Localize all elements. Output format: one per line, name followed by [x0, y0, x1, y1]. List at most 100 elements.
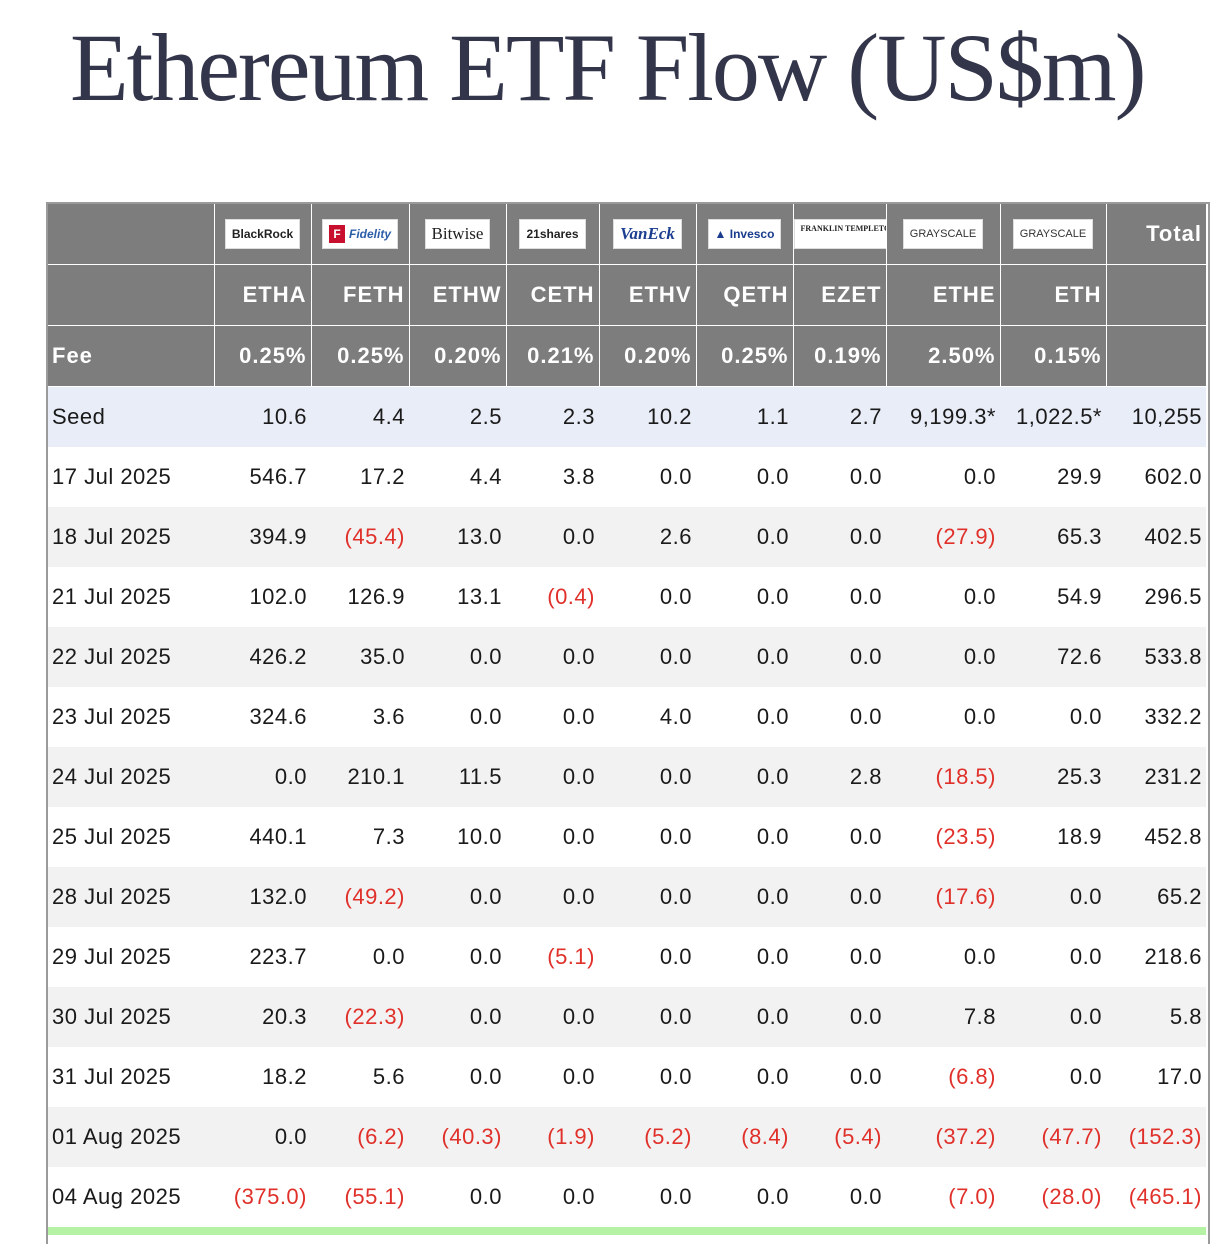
ticker-header: ETHW [408, 264, 506, 326]
flow-cell: (45.4) [311, 507, 409, 567]
flow-cell: 65.3 [1000, 507, 1106, 567]
flow-cell: 0.0 [886, 567, 1000, 627]
flow-cell: 0.0 [506, 987, 599, 1047]
flow-cell: 0.0 [1000, 1047, 1106, 1107]
flow-cell: 102.0 [214, 567, 311, 627]
etf-flow-table-container: BlackRock F Fidelity Bitwise 21shares Van… [46, 202, 1210, 1244]
flow-cell: 0.0 [696, 1047, 793, 1107]
flow-cell: 54.9 [1000, 567, 1106, 627]
total-cell: 5.8 [1106, 987, 1206, 1047]
total-cell: (152.3) [1106, 1107, 1206, 1167]
table-row: 25 Jul 2025 440.1 7.3 10.0 0.0 0.0 0.0 0.0 (23.5… [48, 807, 1206, 867]
flow-cell: 5.6 [311, 1047, 409, 1107]
flow-cell: 0.0 [506, 687, 599, 747]
total-row-edge [48, 1227, 1206, 1235]
flow-cell: 2.5 [409, 386, 506, 447]
flow-cell: 0.0 [696, 507, 793, 567]
flow-cell: 0.0 [1000, 687, 1106, 747]
flow-cell: (55.1) [311, 1167, 409, 1227]
flow-cell: 0.0 [599, 627, 696, 687]
flow-cell: 0.0 [506, 867, 599, 927]
total-cell: 65.2 [1106, 867, 1206, 927]
flow-cell: 0.0 [696, 447, 793, 507]
flow-cell: 394.9 [214, 507, 311, 567]
flow-cell: 0.0 [1000, 867, 1106, 927]
table-row: 01 Aug 2025 0.0 (6.2) (40.3) (1.9) (5.2) (8.4)… [48, 1107, 1206, 1167]
total-cell: 332.2 [1106, 687, 1206, 747]
vaneck-logo: VanEck [613, 219, 682, 249]
flow-cell: (7.0) [886, 1167, 1000, 1227]
flow-cell: 0.0 [506, 807, 599, 867]
flow-cell: 7.3 [311, 807, 409, 867]
table-row: 29 Jul 2025 223.7 0.0 0.0 (5.1) 0.0 0.0 0.0 0.0 0… [48, 927, 1206, 987]
ticker-header: FETH [310, 264, 409, 326]
fee-value: 0.20% [408, 325, 506, 387]
total-cell: 10,255 [1106, 386, 1206, 447]
flow-cell: 9,199.3* [886, 386, 1000, 447]
flow-cell: 0.0 [886, 447, 1000, 507]
ticker-header: ETH [999, 264, 1106, 326]
date-cell: 30 Jul 2025 [48, 987, 214, 1047]
total-cell: 218.6 [1106, 927, 1206, 987]
flow-cell: (47.7) [1000, 1107, 1106, 1167]
ticker-header: QETH [695, 264, 793, 326]
table-row: 31 Jul 2025 18.2 5.6 0.0 0.0 0.0 0.0 0.0 (6.8) 0.… [48, 1047, 1206, 1107]
flow-cell: 126.9 [311, 567, 409, 627]
table-row: 28 Jul 2025 132.0 (49.2) 0.0 0.0 0.0 0.0 0.0 (17… [48, 867, 1206, 927]
flow-cell: (5.1) [506, 927, 599, 987]
flow-cell: 0.0 [506, 627, 599, 687]
flow-cell: 324.6 [214, 687, 311, 747]
ticker-header: EZET [792, 264, 886, 326]
flow-cell: 0.0 [599, 987, 696, 1047]
date-cell: 04 Aug 2025 [48, 1167, 214, 1227]
fee-value: 0.25% [310, 325, 409, 387]
total-cell: 402.5 [1106, 507, 1206, 567]
flow-cell: 0.0 [886, 687, 1000, 747]
date-cell: 17 Jul 2025 [48, 447, 214, 507]
flow-cell: 0.0 [886, 627, 1000, 687]
flow-cell: 0.0 [599, 807, 696, 867]
flow-cell: 0.0 [793, 1047, 886, 1107]
flow-cell: (375.0) [214, 1167, 311, 1227]
date-cell: 29 Jul 2025 [48, 927, 214, 987]
flow-cell: (5.4) [793, 1107, 886, 1167]
bitwise-logo: Bitwise [424, 219, 491, 249]
flow-cell: 20.3 [214, 987, 311, 1047]
flow-cell: 0.0 [599, 1167, 696, 1227]
flow-cell: 0.0 [409, 927, 506, 987]
flow-cell: 0.0 [409, 987, 506, 1047]
flow-cell: 0.0 [1000, 987, 1106, 1047]
flow-cell: 1,022.5* [1000, 386, 1106, 447]
flow-cell: (37.2) [886, 1107, 1000, 1167]
flow-cell: 0.0 [599, 747, 696, 807]
flow-cell: (28.0) [1000, 1167, 1106, 1227]
flow-cell: 546.7 [214, 447, 311, 507]
flow-cell: 0.0 [696, 747, 793, 807]
flow-cell: 10.2 [599, 386, 696, 447]
fee-value: 2.50% [885, 325, 1000, 387]
date-cell: 23 Jul 2025 [48, 687, 214, 747]
flow-cell: (5.2) [599, 1107, 696, 1167]
21shares-logo: 21shares [519, 219, 586, 249]
date-cell: 25 Jul 2025 [48, 807, 214, 867]
table-row: 23 Jul 2025 324.6 3.6 0.0 0.0 4.0 0.0 0.0 0.0 0.0… [48, 687, 1206, 747]
date-cell: 18 Jul 2025 [48, 507, 214, 567]
flow-cell: (23.5) [886, 807, 1000, 867]
flow-cell: 29.9 [1000, 447, 1106, 507]
ticker-header: ETHA [213, 264, 311, 326]
flow-cell: 426.2 [214, 627, 311, 687]
flow-cell: 3.6 [311, 687, 409, 747]
flow-cell: 18.2 [214, 1047, 311, 1107]
flow-cell: 18.9 [1000, 807, 1106, 867]
flow-cell: 72.6 [1000, 627, 1106, 687]
flow-cell: 4.4 [311, 386, 409, 447]
flow-cell: 0.0 [696, 567, 793, 627]
total-header: Total [1105, 204, 1206, 265]
flow-cell: 0.0 [696, 807, 793, 867]
total-cell: 17.0 [1106, 1047, 1206, 1107]
date-cell: 31 Jul 2025 [48, 1047, 214, 1107]
flow-cell: 0.0 [599, 1047, 696, 1107]
flow-cell: 0.0 [409, 1167, 506, 1227]
grayscale-logo: GRAYSCALE [1012, 219, 1094, 249]
flow-cell: 0.0 [696, 627, 793, 687]
